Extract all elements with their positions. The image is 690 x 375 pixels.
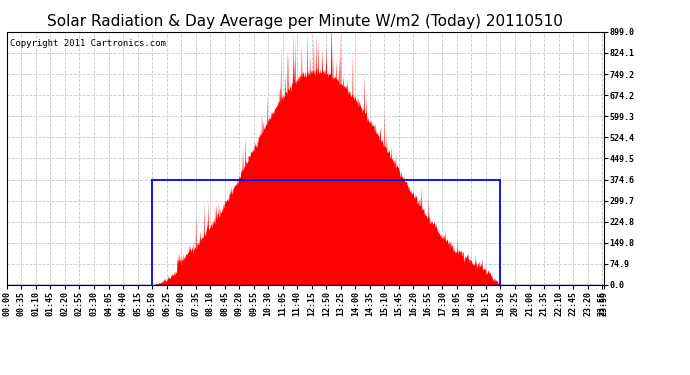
Title: Solar Radiation & Day Average per Minute W/m2 (Today) 20110510: Solar Radiation & Day Average per Minute… [48,14,563,29]
Text: Copyright 2011 Cartronics.com: Copyright 2011 Cartronics.com [10,39,166,48]
